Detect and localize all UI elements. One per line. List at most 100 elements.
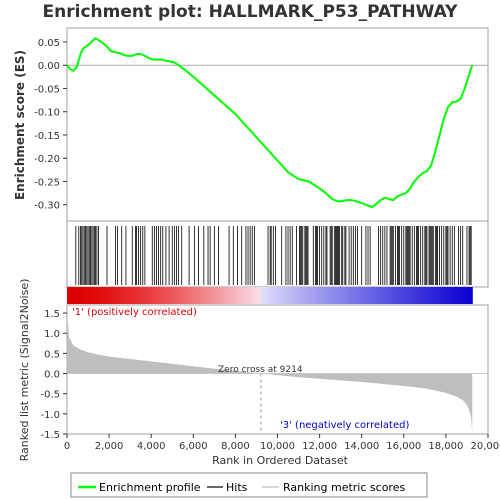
heatmap-cell [124, 287, 129, 304]
heatmap-cell [119, 287, 123, 304]
heatmap-cell [200, 287, 204, 304]
x-tick-label: 16,000 [386, 441, 421, 452]
heatmap-cell [69, 287, 74, 304]
heatmap-cell [341, 287, 346, 304]
heatmap-cell [263, 287, 268, 304]
heatmap-cell [318, 287, 323, 304]
heatmap-cell [304, 287, 308, 304]
heatmap-cell [67, 287, 71, 304]
heatmap-cell [78, 287, 83, 304]
heatmap-cell [457, 287, 462, 304]
heatmap-cell [197, 287, 201, 304]
heatmap-cell [333, 287, 337, 304]
heatmap-cell [286, 287, 291, 304]
heatmap-cell [252, 287, 256, 304]
es-y-tick-label: 0.00 [38, 61, 60, 72]
heatmap-cell [437, 287, 441, 304]
heatmap-cell [110, 287, 114, 304]
heatmap-cell [307, 287, 311, 304]
rank-heatmap-bar [67, 287, 473, 304]
es-y-tick-label: 0.05 [38, 38, 60, 49]
heatmap-cell [310, 287, 314, 304]
heatmap-cell [127, 287, 132, 304]
heatmap-cell [399, 287, 404, 304]
heatmap-cell [133, 287, 138, 304]
heatmap-cell [258, 287, 262, 304]
heatmap-cell [411, 287, 415, 304]
heatmap-cell [203, 287, 207, 304]
heatmap-cell [469, 287, 473, 304]
heatmap-cell [101, 287, 106, 304]
chart-title: Enrichment plot: HALLMARK_P53_PATHWAY [43, 2, 459, 22]
heatmap-cell [95, 287, 100, 304]
heatmap-cell [229, 287, 233, 304]
heatmap-cell [298, 287, 303, 304]
metric-y-axis-label: Ranked list metric (Signal2Noise) [18, 279, 31, 462]
heatmap-cell [153, 287, 158, 304]
heatmap-cell [321, 287, 326, 304]
heatmap-cell [240, 287, 245, 304]
heatmap-cell [344, 287, 349, 304]
x-tick-label: 0 [64, 441, 70, 452]
heatmap-cell [75, 287, 80, 304]
heatmap-cell [150, 287, 155, 304]
heatmap-cell [301, 287, 305, 304]
heatmap-cell [408, 287, 413, 304]
heatmap-cell [446, 287, 450, 304]
heatmap-cell [272, 287, 276, 304]
legend-es-label: Enrichment profile [99, 481, 201, 494]
metric-y-tick-label: -1.5 [40, 430, 60, 441]
heatmap-cell [191, 287, 195, 304]
heatmap-cell [266, 287, 271, 304]
heatmap-cell [214, 287, 219, 304]
heatmap-cell [113, 287, 117, 304]
heatmap-cell [237, 287, 242, 304]
es-y-tick-label: -0.10 [34, 108, 60, 119]
heatmap-cell [428, 287, 433, 304]
es-y-axis: 0.05 0.00 -0.05 -0.10 -0.15 -0.20 -0.25 -0.30 [34, 38, 67, 212]
heatmap-cell [417, 287, 421, 304]
legend-hits-label: Hits [226, 481, 248, 494]
heatmap-cell [368, 287, 372, 304]
heatmap-cell [365, 287, 369, 304]
heatmap-cell [249, 287, 253, 304]
heatmap-cell [339, 287, 343, 304]
heatmap-cell [139, 287, 143, 304]
zero-cross-label: Zero cross at 9214 [218, 365, 303, 375]
es-y-tick-label: -0.15 [34, 131, 60, 142]
es-y-tick-label: -0.30 [34, 201, 60, 212]
heatmap-cell [347, 287, 352, 304]
metric-y-axis: 1.5 1.0 0.5 0.0 -0.5 -1.0 -1.5 [40, 309, 67, 441]
heatmap-cell [165, 287, 169, 304]
metric-y-tick-label: 1.0 [44, 329, 60, 340]
heatmap-cell [104, 287, 109, 304]
heatmap-cell [278, 287, 282, 304]
heatmap-cell [460, 287, 465, 304]
heatmap-cell [159, 287, 164, 304]
heatmap-cell [434, 287, 439, 304]
heatmap-cell [171, 287, 175, 304]
x-tick-label: 20,000 [471, 441, 500, 452]
heatmap-cell [260, 287, 265, 304]
x-axis-label: Rank in Ordered Dataset [212, 454, 349, 467]
es-y-tick-label: -0.20 [34, 154, 60, 165]
heatmap-cell [156, 287, 161, 304]
heatmap-cell [231, 287, 236, 304]
heatmap-cell [98, 287, 103, 304]
heatmap-cell [313, 287, 317, 304]
heatmap-cell [142, 287, 146, 304]
heatmap-cell [402, 287, 407, 304]
heatmap-cell [382, 287, 386, 304]
hits-group [75, 226, 472, 285]
x-tick-label: 18,000 [428, 441, 463, 452]
heatmap-cell [174, 287, 178, 304]
heatmap-cell [292, 287, 297, 304]
heatmap-cell [130, 287, 135, 304]
heatmap-cell [295, 287, 300, 304]
ranked-metric-area [67, 313, 473, 432]
heatmap-cell [223, 287, 227, 304]
heatmap-cell [93, 287, 97, 304]
heatmap-cell [107, 287, 112, 304]
heatmap-cell [136, 287, 140, 304]
heatmap-cell [72, 287, 77, 304]
